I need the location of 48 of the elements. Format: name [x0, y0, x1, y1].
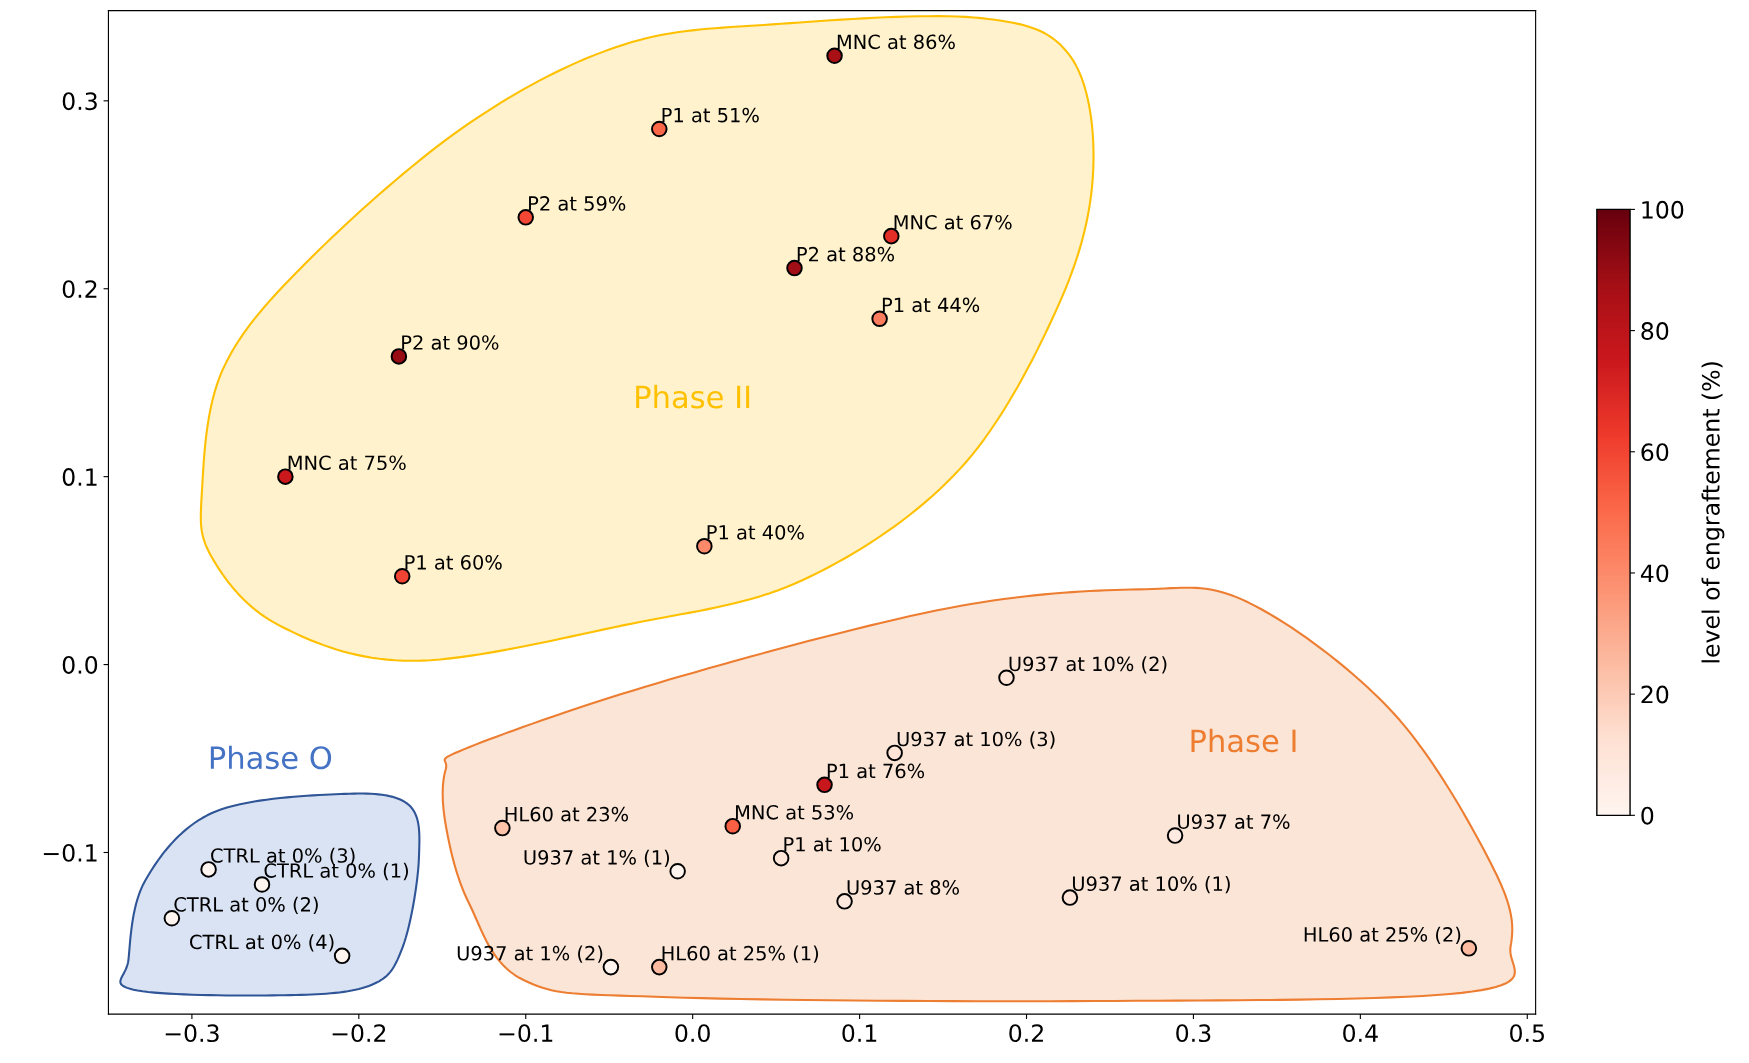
color-bar-label: 100 [1642, 200, 1684, 219]
annotation: MNC at 86% [837, 34, 955, 50]
y-tick-label: −0.1 [43, 843, 97, 862]
annotation: P1 at 44% [882, 297, 980, 313]
annotation: Phase II [636, 384, 750, 409]
annotation: P2 at 90% [402, 335, 499, 350]
annotation: MNC at 67% [894, 214, 1012, 230]
x-tick-label: 0.3 [1176, 1024, 1211, 1043]
color-bar-label: 0 [1641, 806, 1654, 825]
color-bar-label: 80 [1641, 322, 1669, 340]
color-bar-label: 20 [1641, 685, 1669, 704]
x-tick-label: 0.1 [842, 1024, 877, 1043]
y-tick-label: 0.3 [62, 92, 97, 111]
annotation: P2 at 59% [529, 196, 626, 211]
annotation: P1 at 76% [827, 763, 925, 779]
annotation: P1 at 40% [707, 524, 804, 540]
annotation: P1 at 10% [784, 836, 881, 852]
annotation: HL60 at 25% (1) [662, 945, 819, 963]
annotation: Phase I [1191, 728, 1296, 753]
annotation: CTRL at 0% (4) [190, 934, 334, 952]
annotation: MNC at 53% [736, 804, 854, 820]
x-tick-label: 0.4 [1343, 1024, 1378, 1043]
annotation: P1 at 51% [662, 107, 759, 123]
annotation: U937 at 10% (1) [1072, 876, 1230, 894]
x-tick-label: 0.0 [675, 1024, 710, 1043]
color-bar-label: 40 [1640, 564, 1669, 583]
x-tick-label: −0.2 [332, 1024, 386, 1043]
annotation: Phase O [210, 745, 332, 770]
annotation: HL60 at 23% [505, 806, 629, 822]
annotation: P2 at 88% [797, 246, 895, 262]
x-tick-label: −0.3 [165, 1024, 219, 1043]
annotation: U937 at 10% (3) [897, 731, 1055, 749]
annotation: P1 at 60% [405, 555, 502, 570]
annotation: CTRL at 0% (2) [174, 896, 318, 915]
y-tick-label: 0.1 [62, 468, 97, 486]
y-tick-label: 0.2 [62, 280, 97, 299]
annotation: U937 at 10% (2) [1009, 656, 1167, 674]
y-tick-label: 0.0 [62, 656, 98, 674]
x-tick-label: −0.1 [499, 1024, 553, 1043]
x-tick-label: 0.5 [1510, 1024, 1544, 1043]
annotation: MNC at 75% [288, 455, 406, 471]
annotation: U937 at 8% [847, 880, 959, 895]
annotation: U937 at 1% (1) [524, 849, 670, 868]
annotation: U937 at 7% [1178, 814, 1290, 830]
color-bar-title: level of engraftement (%) [1701, 362, 1725, 663]
color-bar-label: 60 [1641, 443, 1669, 462]
annotation: HL60 at 25% (2) [1304, 926, 1461, 945]
x-tick-label: 0.2 [1009, 1024, 1043, 1043]
